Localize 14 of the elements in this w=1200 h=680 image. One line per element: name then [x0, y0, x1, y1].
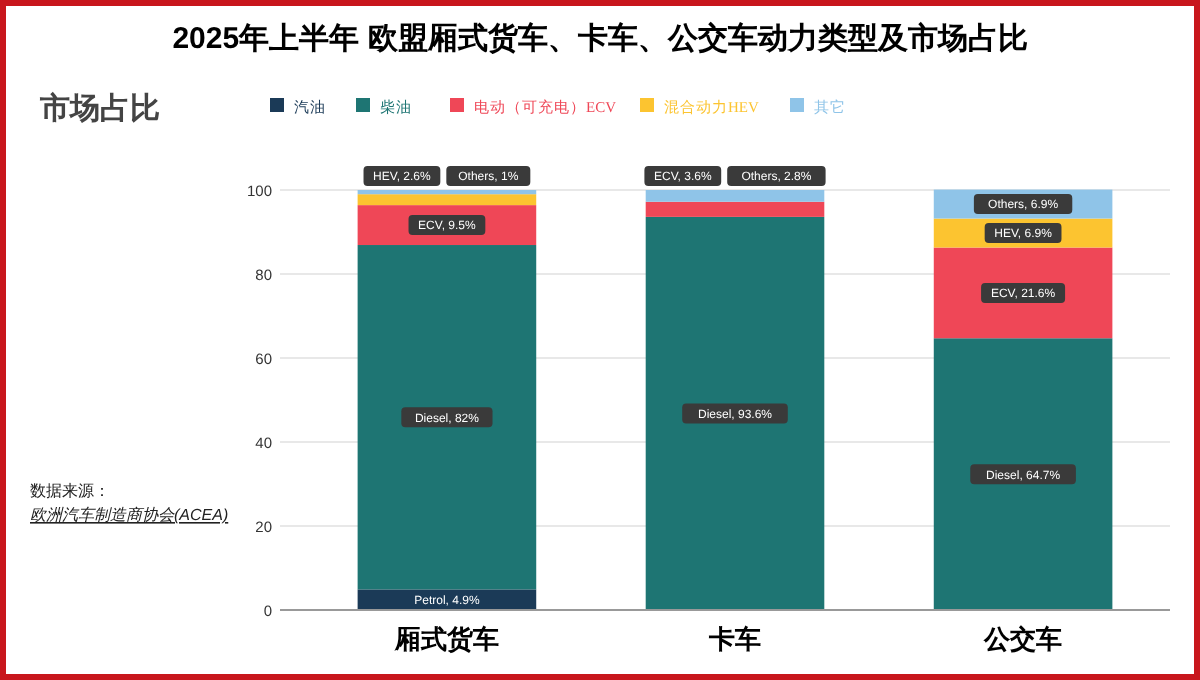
- source-note: 数据来源：: [30, 482, 110, 500]
- bar: [933, 338, 1113, 610]
- text: 欧洲汽车制造商协会(ACEA): [30, 506, 229, 524]
- chart-title: 2025年上半年 欧盟厢式货车、卡车、公交车动力类型及市场占比: [172, 20, 1028, 56]
- x-tick-label: 公交车: [982, 624, 1063, 654]
- x-tick-label: 厢式货车: [392, 624, 499, 654]
- bar: [645, 190, 825, 202]
- bar: [645, 201, 825, 217]
- y-axis-title: 市场占比: [38, 90, 160, 126]
- x-tick-label: 卡车: [707, 624, 761, 654]
- bar: [933, 247, 1113, 339]
- bar: [357, 245, 537, 590]
- bar: [357, 194, 537, 206]
- bar: [645, 216, 825, 610]
